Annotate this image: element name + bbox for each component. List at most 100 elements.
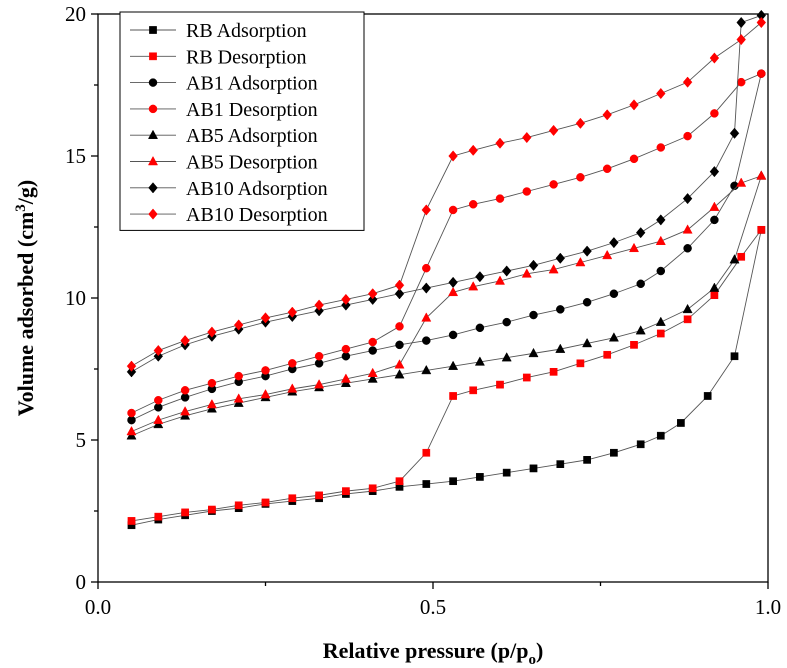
- data-point: [368, 484, 377, 493]
- legend-label: AB5 Adsorption: [186, 125, 318, 147]
- y-axis-title-main: Volume adsorbed (cm: [13, 212, 38, 417]
- legend-item: RB Adsorption: [130, 20, 307, 42]
- data-point: [394, 279, 405, 291]
- data-point: [180, 393, 190, 402]
- x-axis-title-subscript: o: [528, 652, 536, 668]
- x-axis-title-main: Relative pressure (p/p: [323, 638, 529, 663]
- y-tick-label: 15: [65, 144, 86, 168]
- data-point: [468, 200, 478, 209]
- data-point: [449, 477, 457, 486]
- data-point: [737, 252, 746, 261]
- data-point: [448, 286, 459, 297]
- data-point: [629, 154, 639, 164]
- data-point: [756, 16, 767, 29]
- legend-item: AB5 Desorption: [130, 152, 318, 174]
- data-point: [421, 312, 432, 322]
- data-point: [342, 487, 350, 495]
- data-point: [314, 351, 324, 361]
- data-point: [549, 180, 558, 189]
- data-point: [603, 350, 612, 359]
- y-tick-label: 0: [76, 570, 87, 594]
- data-point: [683, 131, 692, 141]
- data-point: [756, 170, 767, 180]
- data-point: [341, 293, 351, 306]
- data-point: [522, 187, 532, 196]
- data-point: [548, 124, 559, 137]
- data-point: [683, 244, 692, 253]
- data-point: [556, 305, 565, 314]
- legend-item: AB1 Desorption: [130, 99, 318, 121]
- data-point: [682, 193, 693, 205]
- data-point: [208, 505, 216, 514]
- legend-marker: [148, 208, 158, 220]
- data-point: [314, 305, 324, 317]
- data-point: [126, 360, 137, 372]
- data-point: [448, 360, 459, 370]
- data-point: [582, 298, 592, 307]
- series-layer: [126, 9, 767, 530]
- data-point: [502, 468, 511, 477]
- data-point: [475, 323, 485, 333]
- data-point: [677, 419, 685, 427]
- data-point: [261, 366, 270, 375]
- legend-label: RB Adsorption: [186, 20, 307, 42]
- data-point: [207, 378, 217, 388]
- data-point: [153, 344, 164, 357]
- data-point: [736, 16, 746, 29]
- series-rb-adsorption: [127, 225, 766, 530]
- data-point: [394, 369, 405, 379]
- data-point: [260, 389, 271, 399]
- data-point: [683, 315, 692, 324]
- data-point: [636, 440, 645, 449]
- data-point: [610, 448, 618, 457]
- data-point: [730, 352, 739, 361]
- data-point: [521, 268, 532, 278]
- data-point: [556, 460, 565, 468]
- series-ab10-desorption: [126, 16, 767, 372]
- data-point: [628, 242, 640, 253]
- data-point: [709, 166, 720, 178]
- legend-marker: [147, 155, 159, 166]
- data-point: [395, 322, 404, 331]
- data-point: [153, 350, 164, 362]
- data-point: [602, 164, 612, 174]
- data-point: [656, 431, 665, 440]
- data-point: [629, 99, 639, 111]
- legend: RB Adsorption RB Desorption AB1 Adsorption…: [119, 11, 365, 231]
- data-point: [233, 393, 244, 403]
- data-point: [555, 343, 566, 353]
- y-axis-title: Volume adsorbed (cm3/g): [13, 180, 38, 416]
- data-point: [207, 326, 217, 338]
- data-point: [394, 359, 405, 369]
- data-point: [127, 517, 136, 525]
- data-point: [154, 512, 163, 521]
- data-point: [548, 264, 559, 274]
- data-point: [180, 335, 190, 347]
- data-point: [367, 288, 378, 300]
- data-point: [736, 33, 746, 46]
- data-point: [630, 341, 638, 349]
- data-point: [395, 340, 404, 350]
- data-point: [495, 137, 505, 149]
- data-point: [468, 144, 478, 156]
- series-rb-desorption: [127, 225, 766, 525]
- data-point: [260, 312, 271, 324]
- data-point: [181, 508, 189, 517]
- legend-label: RB Desorption: [186, 46, 307, 68]
- data-point: [127, 415, 136, 425]
- legend-item: RB Desorption: [130, 46, 307, 68]
- data-point: [234, 371, 243, 381]
- legend-marker: [148, 182, 158, 194]
- data-point: [287, 383, 298, 393]
- data-point: [468, 281, 479, 291]
- data-point: [394, 288, 405, 300]
- data-point: [656, 214, 666, 226]
- data-point: [448, 330, 458, 340]
- data-point: [529, 464, 538, 473]
- data-point: [469, 386, 478, 395]
- data-point: [709, 52, 720, 64]
- data-point: [655, 235, 666, 245]
- legend-marker: [147, 129, 159, 139]
- data-point: [522, 131, 532, 144]
